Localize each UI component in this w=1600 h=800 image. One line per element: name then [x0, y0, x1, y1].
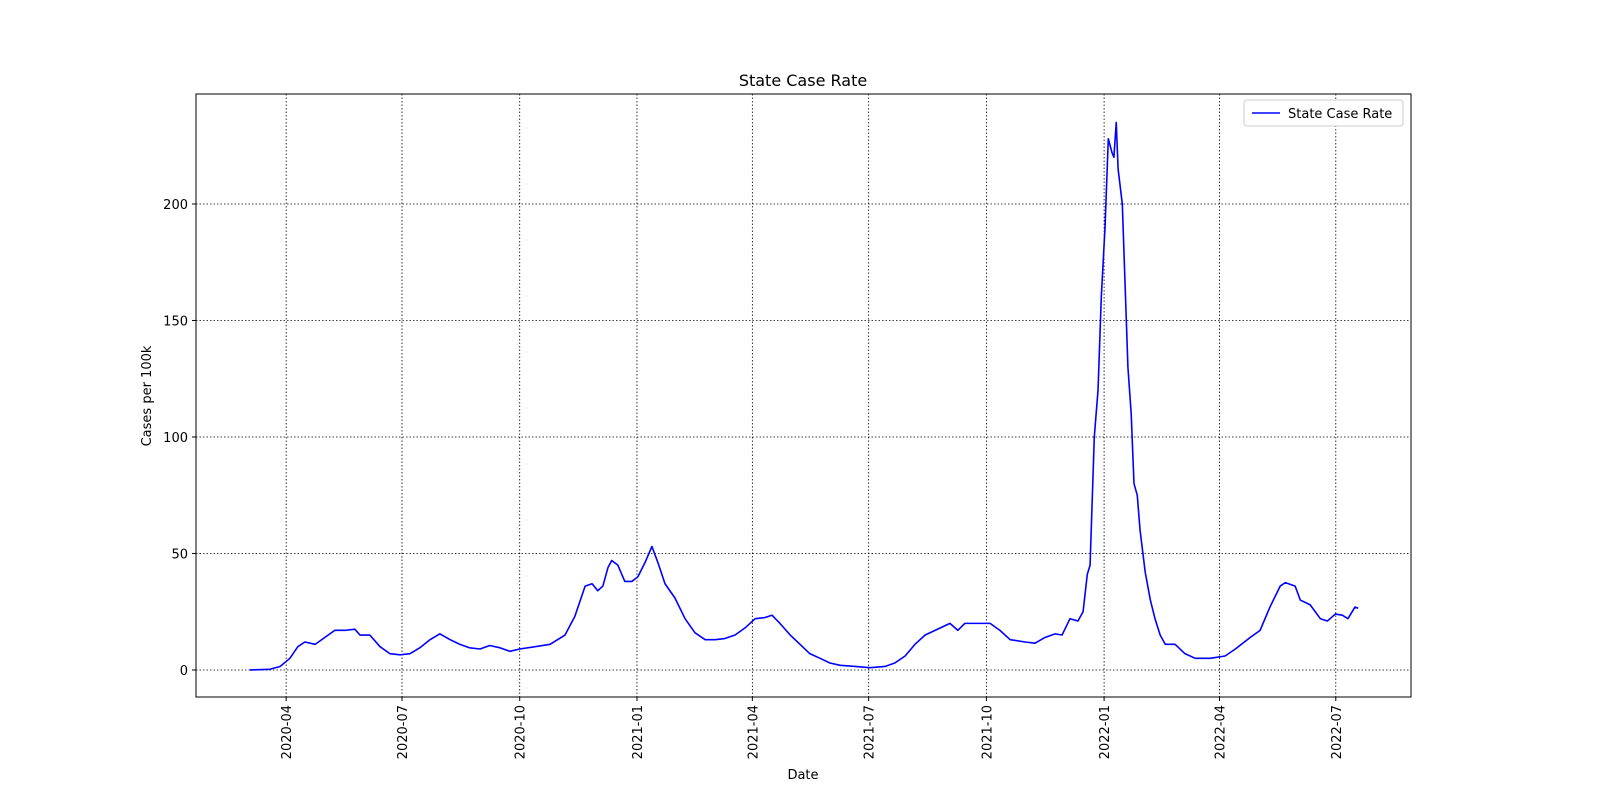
data-line — [249, 121, 1359, 671]
chart-title: State Case Rate — [739, 71, 867, 90]
plot-frame — [195, 93, 1412, 698]
x-tick-label: 2021-04 — [746, 705, 761, 759]
x-tick-label: 2021-07 — [863, 705, 878, 759]
x-tick-label: 2020-10 — [514, 705, 529, 759]
x-tick-label: 2022-04 — [1213, 705, 1228, 759]
x-tick-label: 2020-07 — [396, 705, 411, 759]
y-tick-label: 50 — [171, 547, 188, 562]
y-axis-label: Cases per 100k — [140, 345, 155, 446]
y-tick-label: 150 — [163, 314, 188, 329]
y-tick-label: 100 — [163, 431, 188, 446]
x-axis-label: Date — [787, 768, 818, 783]
legend-frame — [1243, 99, 1404, 127]
x-tick-label: 2022-01 — [1098, 705, 1113, 759]
x-tick-label: 2021-01 — [631, 705, 646, 759]
legend: State Case Rate — [1243, 99, 1404, 127]
x-tick-label: 2022-07 — [1330, 705, 1345, 759]
legend-label: State Case Rate — [1288, 107, 1392, 122]
y-tick-label: 0 — [180, 664, 188, 679]
y-tick-label: 200 — [163, 198, 188, 213]
x-tick-label: 2021-10 — [980, 705, 995, 759]
x-tick-label: 2020-04 — [280, 705, 295, 759]
